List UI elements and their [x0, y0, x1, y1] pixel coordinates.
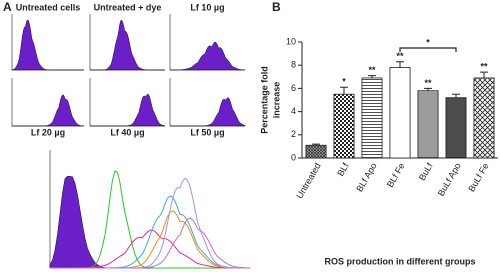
significance-label: **: [424, 78, 432, 88]
x-tick-label: BuLf Apo: [436, 161, 463, 198]
y-tick-label: 4: [291, 106, 296, 116]
significance-bracket: [399, 47, 457, 52]
histogram: [12, 94, 85, 127]
error-bar: [480, 71, 488, 78]
bracket-label: *: [426, 37, 430, 47]
overlay-curve: [50, 217, 251, 269]
bar: [445, 97, 467, 159]
y-tick-label: 10: [286, 36, 296, 46]
panel-label: B: [272, 0, 281, 14]
bar: [361, 77, 383, 159]
significance-label: *: [342, 77, 346, 87]
histogram-title: Untreated + dye: [94, 2, 162, 12]
error-bar: [368, 75, 376, 78]
bar: [389, 67, 411, 159]
significance-label: **: [480, 62, 488, 72]
bar: [305, 144, 327, 159]
significance-label: **: [396, 51, 404, 61]
x-tick-label: BuLf: [417, 161, 435, 182]
panel-label: A: [3, 0, 12, 14]
bar: [333, 93, 355, 159]
x-tick-label: BuLf Fe: [466, 161, 490, 193]
x-tick-label: Untreated: [294, 161, 322, 200]
histogram: [90, 93, 166, 127]
flow-histograms: Untreated cells Untreated + dye Lf 10 µg Lf…: [11, 2, 251, 269]
error-bar: [452, 93, 460, 98]
error-bar: [340, 86, 348, 95]
error-bar: [312, 143, 320, 146]
histogram: [170, 97, 246, 127]
bar: [417, 90, 439, 159]
x-tick-label: BLf: [335, 161, 351, 178]
histogram-title: Lf 10 µg: [190, 2, 224, 12]
y-tick-label: 0: [291, 152, 296, 162]
histogram: [170, 41, 246, 71]
y-axis-label: increase: [271, 82, 281, 119]
y-tick-label: 2: [291, 129, 296, 139]
histogram: [11, 19, 84, 71]
significance-label: **: [368, 65, 376, 75]
y-tick-label: 6: [291, 83, 296, 93]
histogram-title: Untreated cells: [16, 2, 81, 12]
error-bar: [396, 61, 404, 68]
y-tick-label: 8: [291, 60, 296, 70]
histogram: [90, 20, 165, 71]
bar: [473, 77, 495, 159]
x-tick-label: BLf Fe: [385, 161, 407, 189]
y-axis-label: Percentage fold: [259, 66, 269, 134]
x-axis-label: ROS production in different groups: [325, 256, 476, 266]
histogram-title: Lf 50 µg: [190, 127, 224, 137]
error-bar: [424, 87, 432, 91]
histogram-title: Lf 40 µg: [110, 127, 144, 137]
bar-chart: B 0 2 4 6 8 10 Percentage fold increase ROS produ…: [259, 0, 498, 266]
x-tick-label: BLf Apo: [354, 161, 378, 193]
histogram-title: Lf 20 µg: [31, 127, 65, 137]
